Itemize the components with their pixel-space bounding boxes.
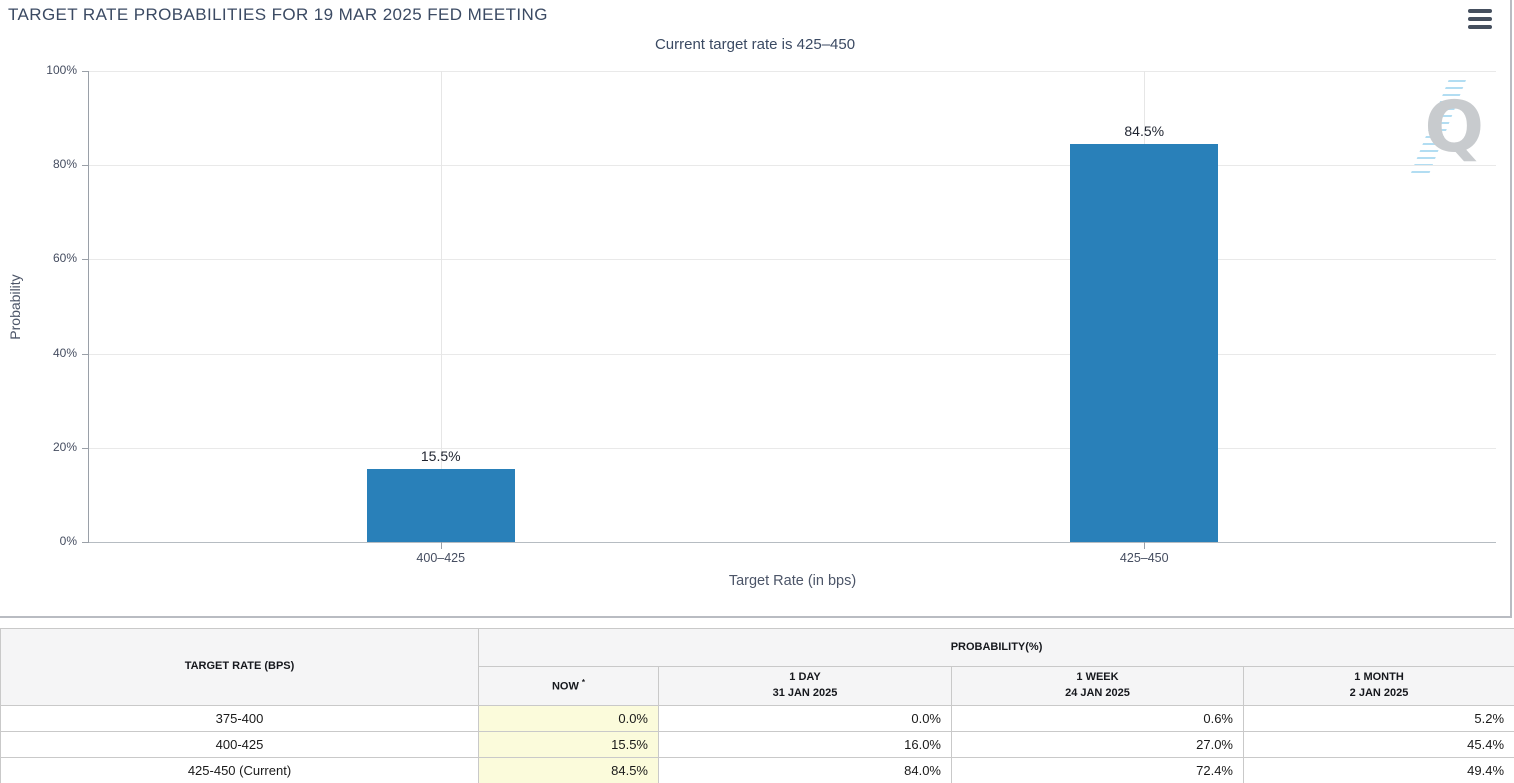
menu-bar (1468, 9, 1492, 13)
y-tick-label: 100% (46, 63, 77, 77)
bar-chart-plot-area: 100% 80% 60% 40% 20% 0% 400–425 425–450 … (7, 63, 1496, 589)
bar-group-400-425: 15.5% (366, 71, 515, 542)
rate-cell: 400-425 (0, 731, 479, 758)
y-tick (82, 447, 89, 449)
col-header-1day-label: 1 DAY (789, 671, 821, 684)
gridline (89, 71, 1496, 72)
watermark-q-icon: Q (1424, 86, 1484, 168)
col-header-1day: 1 DAY 31 JAN 2025 (658, 666, 952, 706)
now-cell: 84.5% (478, 757, 659, 783)
table-row: 375-400 0.0% 0.0% 0.6% 5.2% (0, 705, 1514, 732)
table-row: 400-425 15.5% 16.0% 27.0% 45.4% (0, 731, 1514, 758)
col-header-target-rate: TARGET RATE (BPS) (0, 628, 479, 706)
footnote-marker: * (581, 677, 586, 687)
y-tick-label: 40% (52, 345, 77, 360)
week-cell: 27.0% (951, 731, 1244, 758)
quikstrike-watermark: Q (1408, 80, 1484, 178)
col-header-1week-label: 1 WEEK (1076, 671, 1119, 684)
chart-panel: TARGET RATE PROBABILITIES FOR 19 MAR 202… (0, 0, 1512, 618)
now-cell: 15.5% (478, 731, 659, 758)
x-tick-label: 425–450 (1119, 551, 1169, 565)
rate-cell: 375-400 (0, 705, 479, 732)
table-row: 425-450 (Current) 84.5% 84.0% 72.4% 49.4… (0, 757, 1514, 783)
bar-value-label: 84.5% (1124, 123, 1165, 140)
y-tick-label: 80% (52, 157, 77, 172)
x-tick (440, 542, 442, 549)
y-tick (82, 542, 89, 543)
y-tick-label: 0% (59, 534, 77, 548)
hamburger-menu-icon[interactable] (1468, 9, 1492, 29)
y-tick (82, 71, 89, 72)
menu-bar (1468, 17, 1492, 21)
col-header-now-label: NOW (551, 680, 579, 693)
col-header-probability-group: PROBABILITY(%) (477, 628, 1514, 667)
col-header-1month-label: 1 MONTH (1354, 671, 1404, 684)
bar-value-label: 15.5% (420, 448, 461, 464)
menu-bar (1468, 25, 1492, 29)
y-tick (82, 259, 89, 261)
now-cell: 0.0% (478, 705, 659, 732)
bar-group-425-450: 84.5% (1070, 71, 1219, 542)
col-header-1day-date: 31 JAN 2025 (772, 687, 838, 699)
week-cell: 0.6% (951, 705, 1244, 732)
day-cell: 84.0% (658, 757, 952, 783)
gridline (89, 259, 1496, 261)
col-header-now: NOW * (478, 666, 659, 706)
x-tick (1144, 542, 1146, 549)
gridline (440, 71, 442, 542)
col-header-1month-date: 2 JAN 2025 (1349, 687, 1409, 699)
gridline (89, 353, 1496, 355)
month-cell: 5.2% (1242, 705, 1514, 732)
probability-table: TARGET RATE (BPS) PROBABILITY(%) NOW * 1… (0, 628, 1514, 783)
col-header-1month: 1 MONTH 2 JAN 2025 (1242, 666, 1514, 706)
y-tick-label: 60% (52, 251, 77, 266)
rate-cell: 425-450 (Current) (0, 757, 479, 783)
x-axis-title: Target Rate (in bps) (728, 573, 857, 589)
month-cell: 45.4% (1242, 731, 1514, 758)
month-cell: 49.4% (1242, 757, 1514, 783)
y-tick (82, 165, 89, 167)
x-tick-label: 400–425 (416, 551, 466, 565)
page-title: TARGET RATE PROBABILITIES FOR 19 MAR 202… (8, 5, 548, 24)
y-tick-label: 20% (52, 439, 77, 454)
week-cell: 72.4% (951, 757, 1244, 783)
day-cell: 0.0% (658, 705, 952, 732)
y-tick (82, 353, 89, 355)
y-axis-title: Probability (7, 273, 23, 340)
chart-subtitle: Current target rate is 425–450 (654, 36, 856, 53)
bar-400-425[interactable] (366, 469, 515, 542)
day-cell: 16.0% (658, 731, 952, 758)
gridline (89, 165, 1496, 167)
gridline (89, 447, 1496, 449)
col-header-1week-date: 24 JAN 2025 (1065, 687, 1130, 699)
col-header-1week: 1 WEEK 24 JAN 2025 (951, 666, 1244, 706)
bar-425-450[interactable] (1070, 144, 1219, 542)
